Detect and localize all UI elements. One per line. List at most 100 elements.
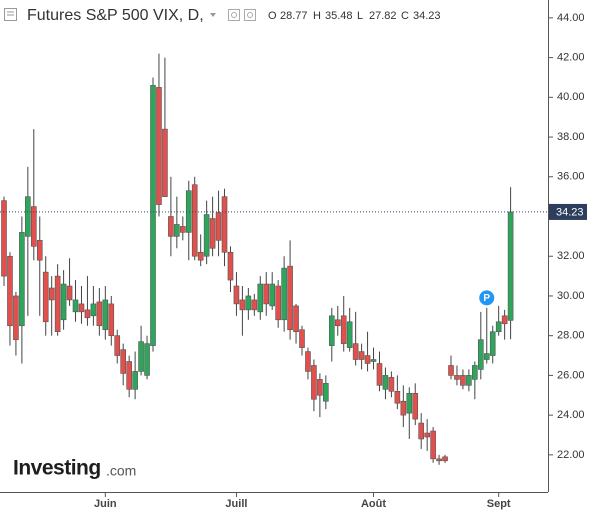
x-tick-label: Août <box>361 498 386 510</box>
dropdown-arrow[interactable] <box>210 13 216 17</box>
candle-body <box>299 329 305 348</box>
annotation-label: P <box>483 293 490 304</box>
candle-body <box>483 353 490 360</box>
candle-body <box>495 321 502 333</box>
candle-body <box>352 343 359 360</box>
x-tick-label: Juin <box>94 498 117 510</box>
candle-body <box>358 351 365 360</box>
settings-icon[interactable] <box>228 9 240 21</box>
settings-icon[interactable] <box>244 9 256 21</box>
settings-dot <box>231 12 237 18</box>
candle-body <box>448 365 454 376</box>
candle-body <box>507 211 514 321</box>
candle-body <box>376 363 383 386</box>
candle-body <box>120 349 126 374</box>
candle-body <box>144 343 150 376</box>
candle-body <box>60 283 67 321</box>
watermark: Investing <box>13 457 101 480</box>
candle-body <box>185 190 192 233</box>
candle-body <box>215 212 222 241</box>
candle-body <box>156 87 162 205</box>
candle-body <box>203 214 210 257</box>
candle-body <box>305 351 311 372</box>
candle-body <box>394 390 401 404</box>
candle-body <box>460 375 466 386</box>
candle-body <box>263 283 270 305</box>
candle-body <box>501 315 508 325</box>
y-tick-label: 28.00 <box>557 330 585 342</box>
menu-icon[interactable] <box>4 8 17 21</box>
ohlc-key: O <box>268 10 277 22</box>
candle-body <box>281 267 287 321</box>
candle-body <box>275 285 281 321</box>
candle-body <box>311 365 317 400</box>
candle-body <box>287 265 293 331</box>
candle-body <box>388 377 395 392</box>
candle-body <box>108 303 115 336</box>
candle-body <box>30 206 37 247</box>
candle-body <box>174 224 180 237</box>
candle-body <box>257 283 264 313</box>
candle-body <box>78 303 85 313</box>
candle-body <box>227 251 234 281</box>
ohlc-value: 28.77 <box>280 10 308 22</box>
ohlc-legend: O 28.77 H 35.48 L 27.82 C 34.23 <box>268 10 441 22</box>
ohlc-key: H <box>313 10 321 22</box>
candle-body <box>209 218 216 249</box>
ohlc-value: 34.23 <box>413 10 441 22</box>
candle-body <box>19 232 25 327</box>
candle-body <box>418 422 425 440</box>
last-price-label: 34.23 <box>556 206 584 218</box>
ohlc-key: L <box>357 10 363 22</box>
candle-body <box>293 305 299 333</box>
candle-body <box>346 321 353 348</box>
watermark-suffix: .com <box>106 463 136 479</box>
candle-body <box>102 299 109 331</box>
candle-body <box>90 303 97 317</box>
candle-body <box>7 255 13 327</box>
candle-body <box>269 283 276 307</box>
candle-body <box>54 275 61 333</box>
candle-body <box>168 216 174 237</box>
candle-body <box>25 196 31 237</box>
candle-body <box>245 295 252 311</box>
ohlc-value: 27.82 <box>369 10 397 22</box>
ohlc-value: 35.48 <box>325 10 353 22</box>
settings-dot <box>247 12 253 18</box>
candle-body <box>466 375 472 386</box>
candle-body <box>114 335 121 356</box>
y-tick-label: 40.00 <box>557 91 585 103</box>
candle-body <box>138 341 144 372</box>
candle-body <box>251 299 258 311</box>
candle-body <box>430 430 436 460</box>
y-tick-label: 38.00 <box>557 131 585 143</box>
candle-body <box>1 200 7 277</box>
candle-body <box>436 458 442 462</box>
candle-body <box>454 375 460 380</box>
chart-title: Futures S&P 500 VIX, D, <box>27 7 204 24</box>
candle-body <box>412 392 419 420</box>
candle-body <box>221 196 228 253</box>
candle-body <box>472 365 478 380</box>
menu-box[interactable] <box>4 8 17 21</box>
candle-body <box>96 301 103 327</box>
y-tick-label: 30.00 <box>557 290 585 302</box>
candle-body <box>323 383 329 402</box>
ohlc-key: C <box>401 10 409 22</box>
annotation-marker[interactable] <box>478 289 496 307</box>
candle-body <box>317 379 323 396</box>
candle-body <box>489 331 496 356</box>
candle-body <box>180 226 186 233</box>
y-tick-label: 26.00 <box>557 369 585 381</box>
candle-body <box>477 339 484 370</box>
candle-body <box>370 359 377 362</box>
candle-body <box>84 309 91 319</box>
candle-body <box>364 355 371 364</box>
candle-body <box>328 315 335 346</box>
candle-body <box>239 299 246 311</box>
candle-body <box>400 400 407 416</box>
candle-body <box>233 285 240 305</box>
y-tick-label: 22.00 <box>557 449 585 461</box>
candle-body <box>132 371 138 390</box>
candle-body <box>66 285 73 301</box>
